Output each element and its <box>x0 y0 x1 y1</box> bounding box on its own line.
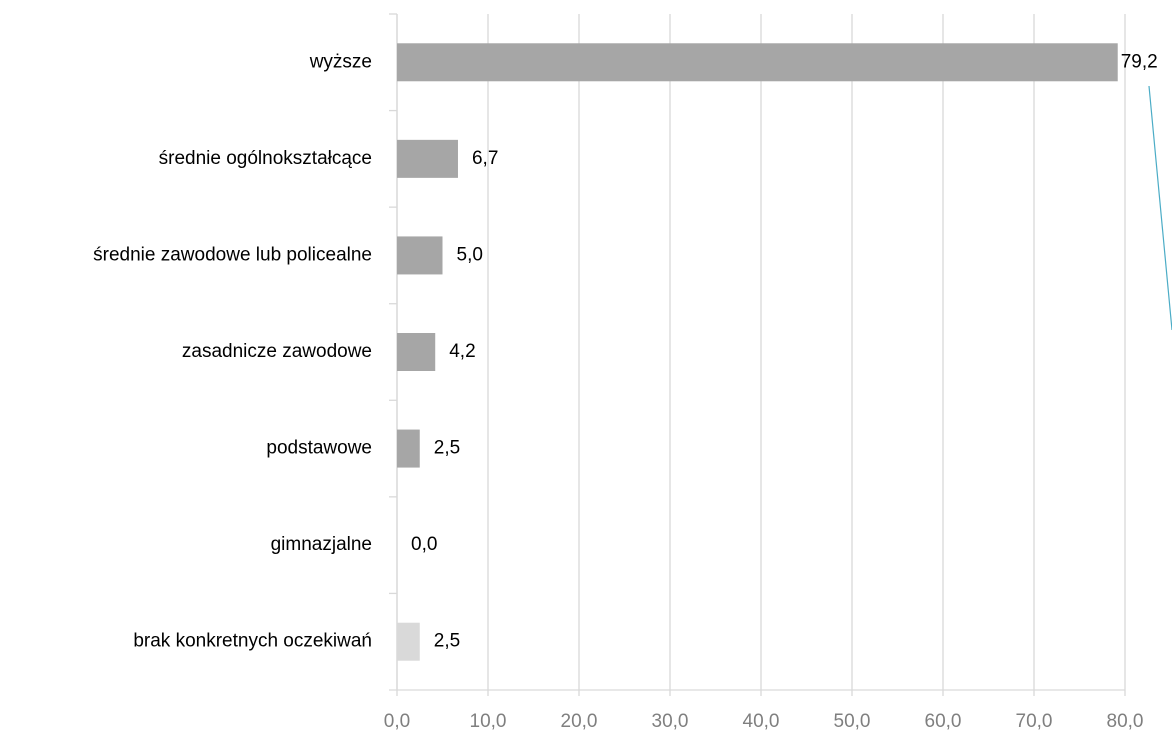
value-label: 2,5 <box>434 438 460 459</box>
bar <box>397 43 1118 82</box>
y-tick-label: brak konkretnych oczekiwań <box>133 631 372 652</box>
value-label: 4,2 <box>449 341 475 362</box>
y-tick-label: gimnazjalne <box>271 534 372 555</box>
bar <box>397 139 458 178</box>
x-tick-label: 60,0 <box>925 711 962 732</box>
x-tick-label: 10,0 <box>470 711 507 732</box>
y-tick-label: średnie ogólnokształcące <box>159 148 372 169</box>
leader-line <box>1148 85 1172 331</box>
value-label: 79,2 <box>1121 51 1158 72</box>
value-label: 6,7 <box>472 148 498 169</box>
y-tick-label: średnie zawodowe lub policealne <box>93 244 372 265</box>
value-label: 0,0 <box>411 534 437 555</box>
bar <box>397 333 436 371</box>
value-label: 5,0 <box>457 244 483 265</box>
x-tick-label: 50,0 <box>834 711 871 732</box>
y-tick-label: zasadnicze zawodowe <box>182 341 372 362</box>
y-tick-label: wyższe <box>309 51 372 72</box>
bar <box>397 429 420 468</box>
x-tick-label: 70,0 <box>1016 711 1053 732</box>
bar <box>397 622 420 661</box>
value-label: 2,5 <box>434 631 460 652</box>
x-tick-label: 0,0 <box>384 711 410 732</box>
x-tick-label: 80,0 <box>1107 711 1144 732</box>
x-tick-label: 20,0 <box>561 711 598 732</box>
x-tick-label: 40,0 <box>743 711 780 732</box>
bar <box>397 236 443 275</box>
x-tick-label: 30,0 <box>652 711 689 732</box>
y-tick-label: podstawowe <box>266 438 372 459</box>
